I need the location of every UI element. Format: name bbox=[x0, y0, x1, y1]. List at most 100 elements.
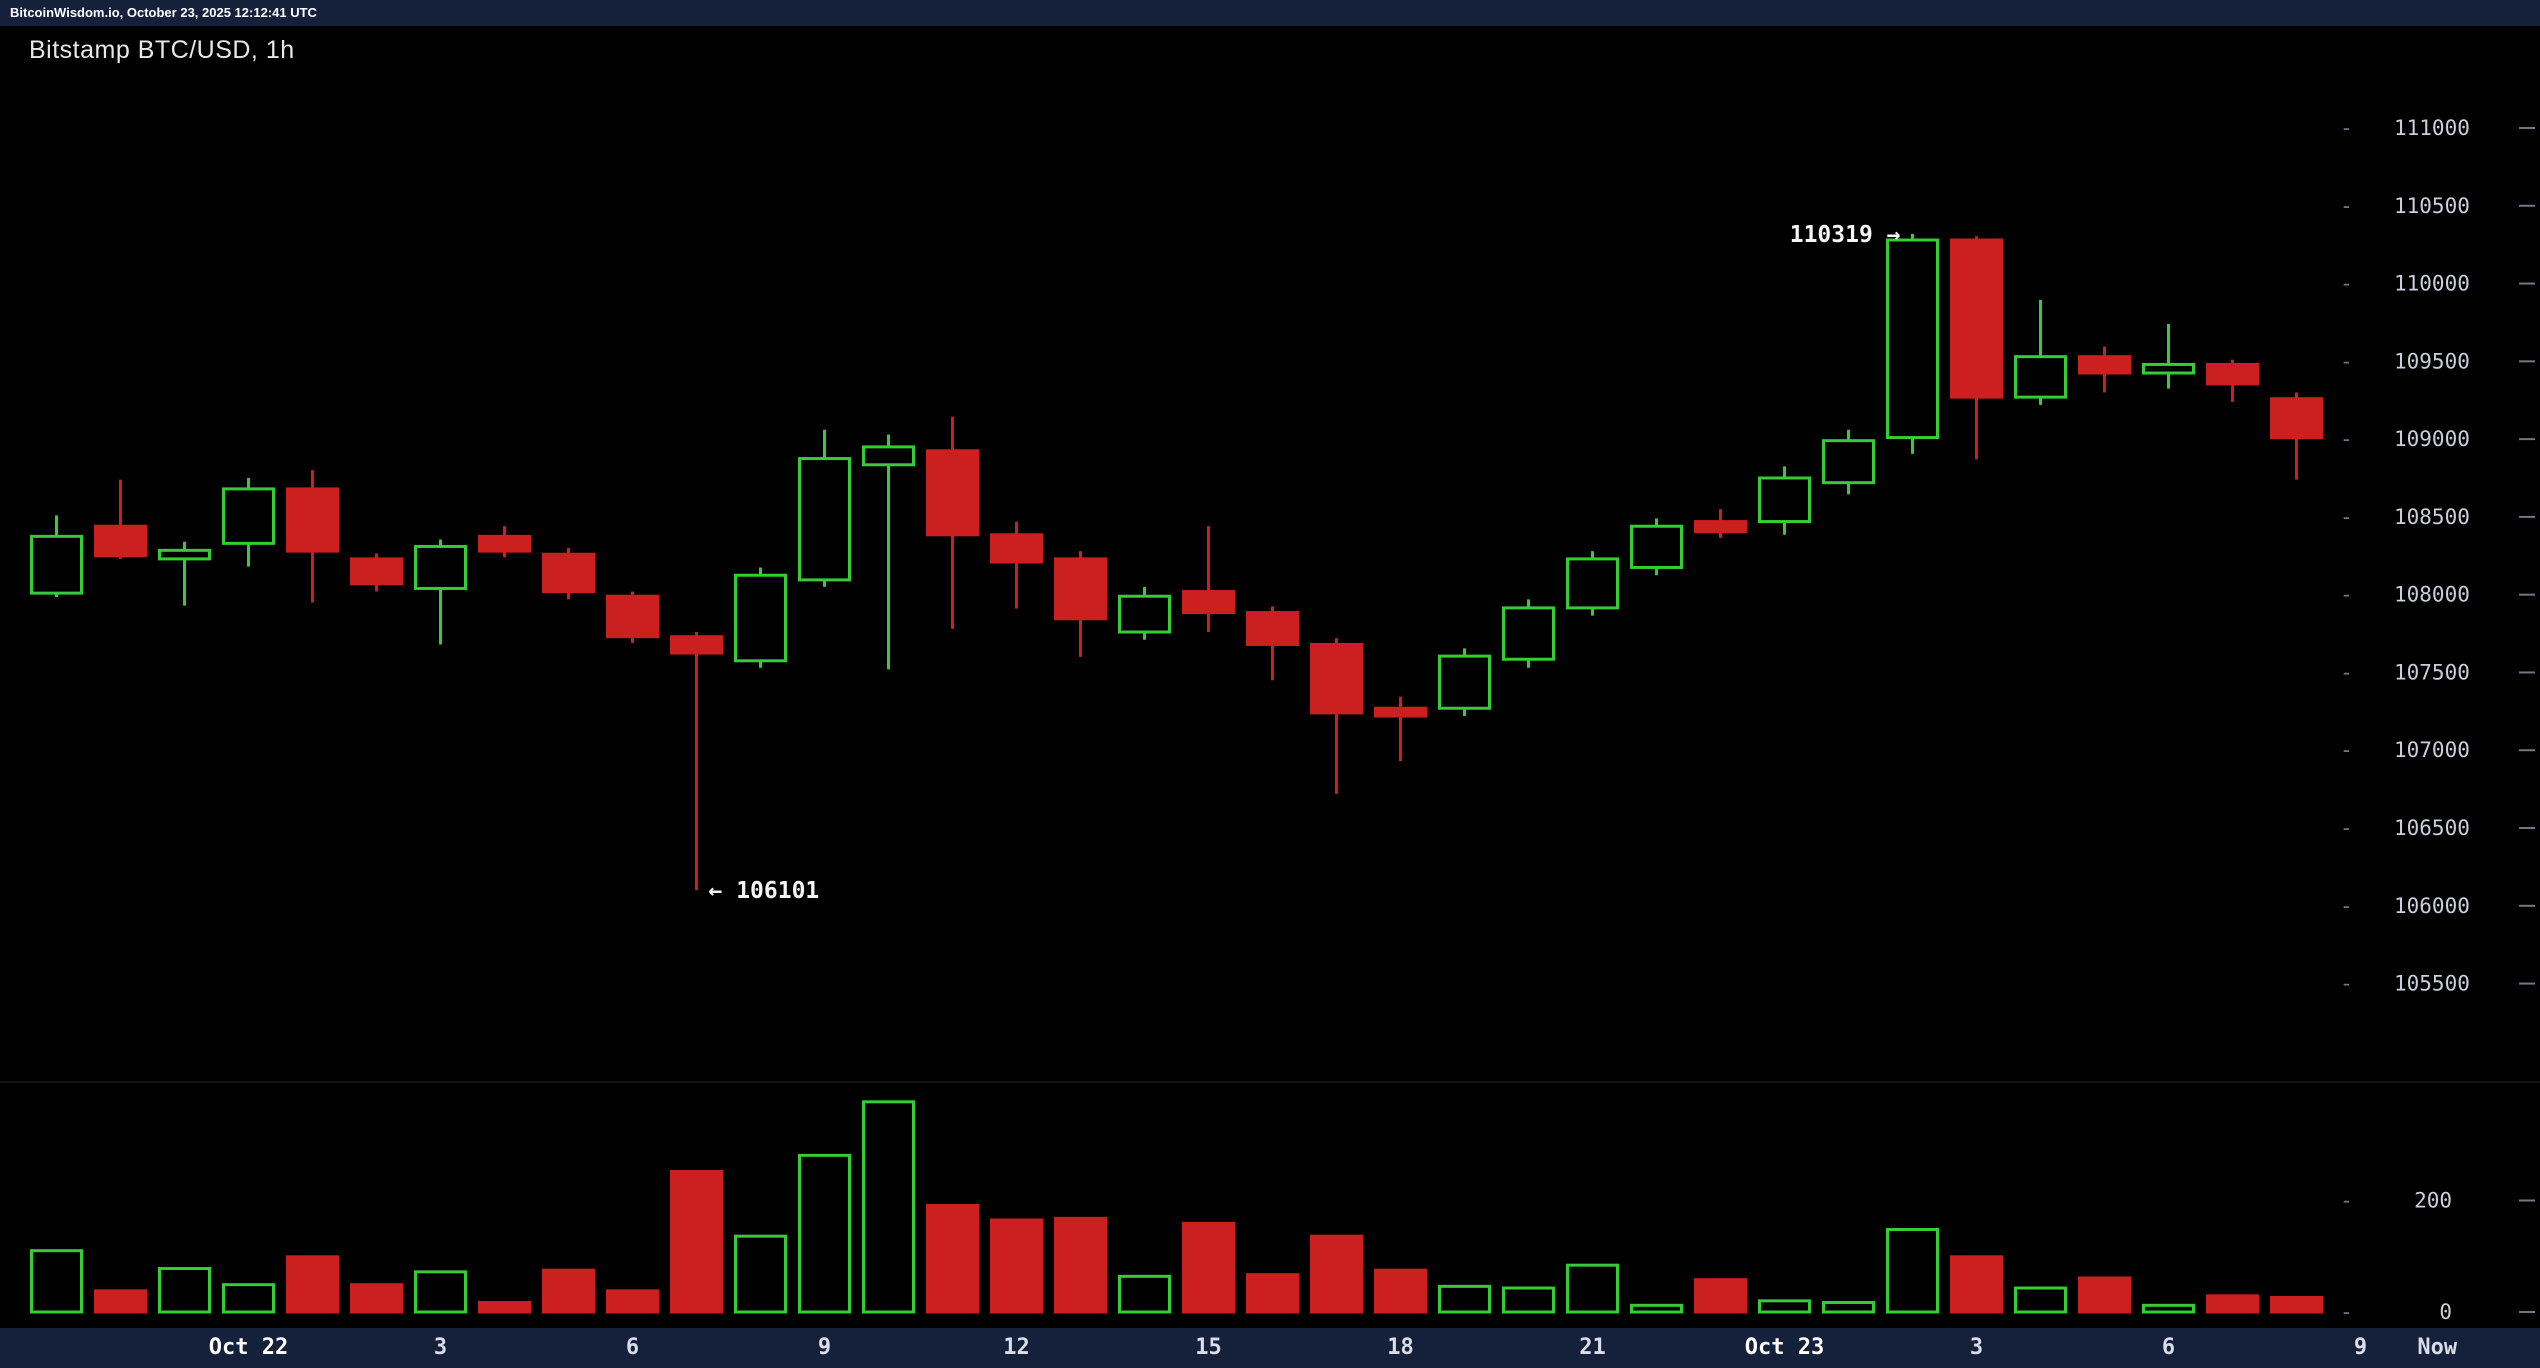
price-axis-label: 106000 bbox=[2394, 894, 2470, 918]
time-axis-label: 9 bbox=[2353, 1335, 2368, 1360]
candle-body[interactable] bbox=[158, 548, 211, 561]
time-axis-bar: Oct 22 3 6 9 12 15 18 21 Oct 23 3 6 9 Now bbox=[0, 1328, 2540, 1368]
site-and-clock-text: BitcoinWisdom.io, October 23, 2025 12:12… bbox=[10, 5, 317, 20]
volume-bar[interactable] bbox=[1310, 1234, 1363, 1314]
volume-bar[interactable] bbox=[1182, 1221, 1235, 1314]
volume-axis-dash: - bbox=[2340, 1189, 2353, 1213]
volume-bar[interactable] bbox=[862, 1100, 915, 1314]
candle-body[interactable] bbox=[1758, 476, 1811, 524]
time-axis-label: 6 bbox=[625, 1335, 640, 1360]
time-axis-label: Oct 22 bbox=[208, 1335, 289, 1360]
volume-axis-dash: - bbox=[2340, 1300, 2353, 1324]
volume-bar[interactable] bbox=[2014, 1286, 2067, 1314]
time-axis-label: 21 bbox=[1579, 1335, 1606, 1360]
candle-body[interactable] bbox=[2014, 355, 2067, 399]
volume-bar[interactable] bbox=[1054, 1216, 1107, 1314]
candle-body[interactable] bbox=[1118, 594, 1171, 634]
volume-bar[interactable] bbox=[606, 1289, 659, 1314]
candle-body[interactable] bbox=[990, 533, 1043, 564]
volume-bar[interactable] bbox=[2078, 1276, 2131, 1314]
volume-bar[interactable] bbox=[286, 1255, 339, 1314]
candle-body[interactable] bbox=[926, 449, 979, 537]
price-axis-label: 106500 bbox=[2394, 816, 2470, 840]
candle-body[interactable] bbox=[1054, 557, 1107, 621]
candle-body[interactable] bbox=[94, 524, 147, 558]
price-axis-dash: - bbox=[2340, 116, 2353, 140]
candle-body[interactable] bbox=[862, 445, 915, 467]
volume-bar[interactable] bbox=[222, 1283, 275, 1314]
volume-bar[interactable] bbox=[30, 1249, 83, 1314]
candle-body[interactable] bbox=[1694, 520, 1747, 534]
volume-bar[interactable] bbox=[542, 1268, 595, 1314]
candle-body[interactable] bbox=[2206, 362, 2259, 386]
volume-bar[interactable] bbox=[1694, 1278, 1747, 1314]
candle-body[interactable] bbox=[1246, 611, 1299, 646]
volume-bar[interactable] bbox=[1246, 1273, 1299, 1314]
candle-body[interactable] bbox=[1886, 238, 1939, 440]
candle-body[interactable] bbox=[1374, 706, 1427, 718]
volume-bar[interactable] bbox=[1438, 1284, 1491, 1314]
volume-bar[interactable] bbox=[1822, 1301, 1875, 1314]
candle-body[interactable] bbox=[30, 534, 83, 595]
candle-body[interactable] bbox=[798, 457, 851, 582]
candle-body[interactable] bbox=[1438, 654, 1491, 710]
candle-body[interactable] bbox=[1566, 557, 1619, 610]
time-axis-label: 12 bbox=[1003, 1335, 1030, 1360]
volume-bar[interactable] bbox=[1950, 1255, 2003, 1314]
volume-bar[interactable] bbox=[158, 1267, 211, 1314]
candle-body[interactable] bbox=[1950, 238, 2003, 399]
volume-bar[interactable] bbox=[1118, 1274, 1171, 1314]
candle-body[interactable] bbox=[670, 635, 723, 655]
volume-bar[interactable] bbox=[926, 1204, 979, 1314]
candle-body[interactable] bbox=[2142, 362, 2195, 375]
candle-body[interactable] bbox=[1182, 590, 1235, 615]
candle-body[interactable] bbox=[606, 594, 659, 639]
volume-bar[interactable] bbox=[1374, 1268, 1427, 1314]
volume-bar[interactable] bbox=[734, 1234, 787, 1314]
volume-bar[interactable] bbox=[1758, 1299, 1811, 1314]
candle-body[interactable] bbox=[1630, 524, 1683, 569]
volume-bar[interactable] bbox=[2206, 1294, 2259, 1314]
top-status-bar: BitcoinWisdom.io, October 23, 2025 12:12… bbox=[0, 0, 2540, 26]
candle-body[interactable] bbox=[2078, 355, 2131, 375]
volume-bar[interactable] bbox=[990, 1218, 1043, 1314]
volume-bar[interactable] bbox=[1886, 1227, 1939, 1314]
price-axis-dash: - bbox=[2340, 894, 2353, 918]
candle-body[interactable] bbox=[1310, 642, 1363, 715]
volume-axis-label: 200 bbox=[2414, 1189, 2452, 1213]
volume-bar[interactable] bbox=[1566, 1263, 1619, 1314]
candle-body[interactable] bbox=[286, 487, 339, 553]
candle-body[interactable] bbox=[1822, 439, 1875, 485]
volume-bar[interactable] bbox=[94, 1289, 147, 1314]
volume-bar[interactable] bbox=[350, 1283, 403, 1314]
candle-body[interactable] bbox=[350, 557, 403, 586]
time-axis-label: Now bbox=[2417, 1335, 2458, 1360]
volume-bar[interactable] bbox=[2142, 1303, 2195, 1314]
volume-bar[interactable] bbox=[2270, 1296, 2323, 1314]
price-axis-label: 110500 bbox=[2394, 194, 2470, 218]
candle-body[interactable] bbox=[414, 544, 467, 590]
candle-body[interactable] bbox=[542, 552, 595, 594]
volume-bar[interactable] bbox=[670, 1170, 723, 1314]
price-axis-dash: - bbox=[2340, 660, 2353, 684]
volume-bar[interactable] bbox=[798, 1153, 851, 1314]
time-axis-label: 3 bbox=[1969, 1335, 1984, 1360]
time-axis-label: 15 bbox=[1195, 1335, 1222, 1360]
candle-body[interactable] bbox=[222, 487, 275, 545]
volume-bar[interactable] bbox=[1630, 1303, 1683, 1314]
candle-body[interactable] bbox=[734, 573, 787, 663]
candle-body[interactable] bbox=[478, 534, 531, 553]
price-axis-dash: - bbox=[2340, 583, 2353, 607]
time-axis-label: Oct 23 bbox=[1744, 1335, 1825, 1360]
time-axis-label: 3 bbox=[433, 1335, 448, 1360]
candle-body[interactable] bbox=[2270, 397, 2323, 440]
volume-bar[interactable] bbox=[414, 1270, 467, 1314]
price-axis-dash: - bbox=[2340, 738, 2353, 762]
candle-body[interactable] bbox=[1502, 606, 1555, 661]
volume-bar[interactable] bbox=[1502, 1286, 1555, 1314]
volume-bar[interactable] bbox=[478, 1301, 531, 1314]
price-axis-label: 107000 bbox=[2394, 738, 2470, 762]
time-axis-label: 6 bbox=[2161, 1335, 2176, 1360]
price-axis-label: 107500 bbox=[2394, 660, 2470, 684]
